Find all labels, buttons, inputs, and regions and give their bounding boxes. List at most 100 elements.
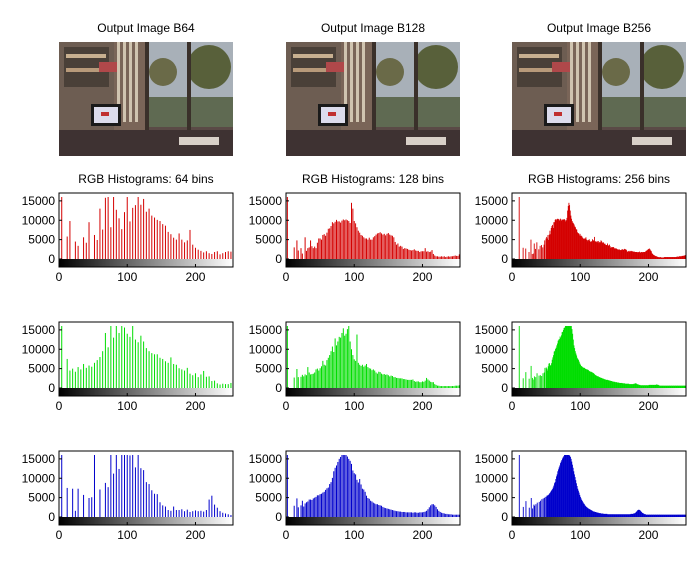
output-image-b256 [512,42,686,156]
axes-frame [511,192,687,268]
x-tick-label: 100 [570,528,590,542]
y-tick-label: 5000 [255,491,282,505]
x-tick-label: 200 [412,528,432,542]
histogram-red-256: 0 5000 10000 15000 0 100 200 [475,192,687,284]
y-tick-label: 15000 [22,323,56,337]
x-tick-label: 200 [638,270,658,284]
axes-frame [511,450,687,526]
y-tick-label: 5000 [28,233,55,247]
x-tick-label: 0 [56,270,63,284]
axes-frame [285,321,461,397]
office-window-photo-icon [286,42,460,156]
x-tick-label: 0 [56,399,63,413]
y-tick-label: 10000 [249,471,283,485]
histogram-red-128: 0 5000 10000 15000 0 100 200 [249,192,461,284]
y-tick-label: 5000 [255,362,282,376]
histogram-blue-256: 0 5000 10000 15000 0 100 200 [475,450,687,542]
x-tick-label: 200 [638,399,658,413]
x-tick-label: 100 [344,528,364,542]
image-title-b64: Output Image B64 [97,21,195,35]
intensity-colorbar [286,517,460,525]
x-tick-label: 0 [283,399,290,413]
y-tick-label: 10000 [475,213,509,227]
y-tick-label: 0 [275,381,282,395]
histogram-title-256: RGB Histograms: 256 bins [527,172,671,186]
y-tick-label: 15000 [475,323,509,337]
histogram-green-64: 0 5000 10000 15000 0 100 200 [22,321,234,413]
y-tick-label: 10000 [22,213,56,227]
y-tick-label: 10000 [22,471,56,485]
x-tick-label: 100 [117,528,137,542]
output-image-b128 [286,42,460,156]
office-window-photo-icon [512,42,686,156]
y-tick-label: 10000 [475,471,509,485]
intensity-colorbar [286,388,460,396]
y-tick-label: 0 [275,510,282,524]
intensity-colorbar [59,517,233,525]
intensity-colorbar [286,259,460,267]
x-tick-label: 100 [570,270,590,284]
axes-frame [285,192,461,268]
intensity-colorbar [59,259,233,267]
intensity-colorbar [59,388,233,396]
x-tick-label: 200 [185,528,205,542]
y-tick-label: 5000 [481,233,508,247]
intensity-colorbar [512,517,686,525]
y-tick-label: 10000 [249,213,283,227]
histogram-green-128: 0 5000 10000 15000 0 100 200 [249,321,461,413]
x-tick-label: 200 [412,270,432,284]
y-tick-label: 10000 [475,342,509,356]
x-tick-label: 0 [509,399,516,413]
y-tick-label: 5000 [255,233,282,247]
histogram-title-128: RGB Histograms: 128 bins [301,172,445,186]
x-tick-label: 100 [344,399,364,413]
y-tick-label: 15000 [249,452,283,466]
x-tick-label: 0 [509,528,516,542]
y-tick-label: 15000 [475,194,509,208]
x-tick-label: 100 [344,270,364,284]
y-tick-label: 0 [48,381,55,395]
x-tick-label: 100 [117,399,137,413]
y-tick-label: 15000 [249,194,283,208]
image-title-b256: Output Image B256 [546,21,652,35]
histogram-green-256: 0 5000 10000 15000 0 100 200 [475,321,687,413]
histogram-blue-128: 0 5000 10000 15000 0 100 200 [249,450,461,542]
y-tick-label: 15000 [22,452,56,466]
y-tick-label: 0 [501,510,508,524]
x-tick-label: 0 [283,528,290,542]
axes-frame [285,450,461,526]
x-tick-label: 0 [56,528,63,542]
y-tick-label: 5000 [481,362,508,376]
histogram-blue-64: 0 5000 10000 15000 0 100 200 [22,450,234,542]
x-tick-label: 100 [117,270,137,284]
x-tick-label: 200 [412,399,432,413]
x-tick-label: 0 [283,270,290,284]
intensity-colorbar [512,259,686,267]
y-tick-label: 5000 [28,362,55,376]
axes-frame [511,321,687,397]
histogram-title-64: RGB Histograms: 64 bins [78,172,214,186]
axes-frame [58,192,234,268]
y-tick-label: 10000 [22,342,56,356]
y-tick-label: 15000 [475,452,509,466]
y-tick-label: 5000 [481,491,508,505]
image-title-b128: Output Image B128 [320,21,426,35]
intensity-colorbar [512,388,686,396]
x-tick-label: 100 [570,399,590,413]
y-tick-label: 0 [48,252,55,266]
y-tick-label: 15000 [22,194,56,208]
y-tick-label: 10000 [249,342,283,356]
axes-frame [58,321,234,397]
x-tick-label: 0 [509,270,516,284]
x-tick-label: 200 [185,399,205,413]
histogram-red-64: 0 5000 10000 15000 0 100 200 [22,192,234,284]
y-tick-label: 5000 [28,491,55,505]
office-window-photo-icon [59,42,233,156]
axes-frame [58,450,234,526]
x-tick-label: 200 [185,270,205,284]
y-tick-label: 0 [275,252,282,266]
x-tick-label: 200 [638,528,658,542]
y-tick-label: 15000 [249,323,283,337]
y-tick-label: 0 [48,510,55,524]
